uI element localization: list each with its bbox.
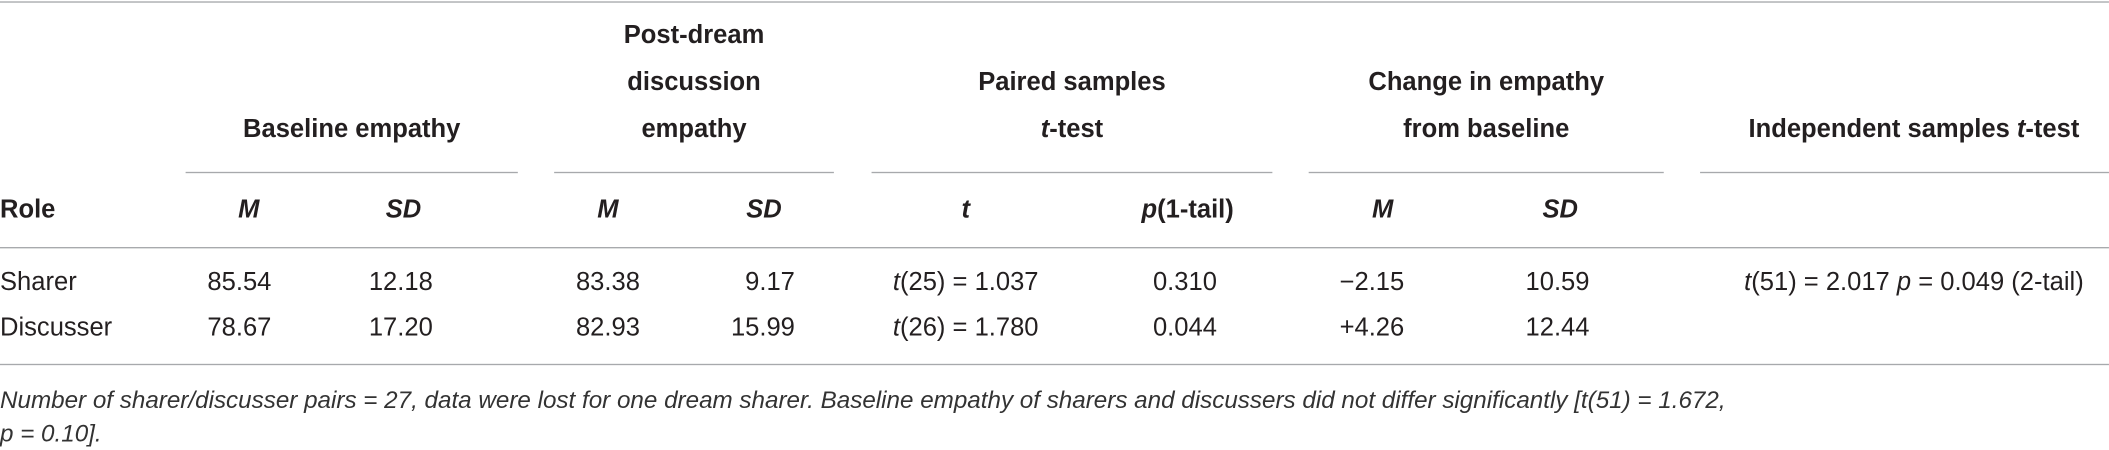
text-segment: from baseline — [1403, 115, 1570, 144]
table-cell: Sharer — [0, 267, 77, 299]
column-header: p(1-tail) — [1141, 195, 1233, 227]
group-header: Paired samples — [978, 67, 1166, 99]
column-header: M — [597, 195, 618, 227]
table-cell: +4.26 — [1340, 313, 1405, 345]
text-segment: (25) = 1.037 — [899, 268, 1039, 297]
table-cell: 0.310 — [1153, 267, 1217, 299]
column-header: SD — [386, 195, 422, 227]
italic-segment: p — [1896, 268, 1912, 297]
column-header: t — [961, 195, 970, 227]
table-cell: 0.044 — [1153, 313, 1217, 345]
table-cell: 15.99 — [731, 313, 795, 345]
text-segment: 83.38 — [575, 268, 640, 297]
group-header: Post-dream — [624, 20, 765, 52]
text-segment: 17.20 — [368, 314, 433, 343]
text-segment: Change in empathy — [1368, 68, 1605, 97]
group-header: Change in empathy — [1368, 67, 1604, 99]
italic-segment: M — [1372, 196, 1394, 225]
text-segment: Paired samples — [978, 68, 1166, 97]
italic-segment: SD — [1542, 196, 1578, 225]
rule — [1700, 171, 2109, 174]
footnote: Number of sharer/discusser pairs = 27, d… — [0, 386, 1726, 414]
table-cell: 83.38 — [576, 267, 640, 299]
table-cell: 12.44 — [1526, 313, 1590, 345]
text-segment: discussion — [627, 68, 761, 97]
rule — [0, 1, 2109, 3]
italic-segment: p — [1141, 196, 1158, 225]
table-cell: 12.18 — [369, 267, 433, 299]
italic-segment: SD — [746, 196, 782, 225]
column-header: Role — [0, 195, 55, 227]
text-segment: (51) = 2.017 — [1751, 268, 1897, 297]
text-segment: = 0.049 (2-tail) — [1911, 268, 2084, 297]
table-cell: t(25) = 1.037 — [893, 267, 1039, 299]
text-segment: 9.17 — [745, 268, 795, 297]
footnote: p = 0.10]. — [0, 420, 102, 448]
group-header: from baseline — [1403, 114, 1569, 146]
text-segment: Baseline empathy — [243, 115, 461, 144]
text-segment: (26) = 1.780 — [899, 314, 1039, 343]
italic-segment: t — [892, 314, 900, 343]
table-cell: Discusser — [0, 313, 112, 345]
column-header: SD — [746, 195, 782, 227]
rule — [1308, 171, 1664, 174]
table-cell: 10.59 — [1526, 267, 1590, 299]
italic-segment: t — [961, 196, 970, 225]
table-cell: 78.67 — [207, 313, 271, 345]
column-header: SD — [1542, 195, 1578, 227]
group-header: Independent samples t-test — [1749, 114, 2080, 146]
group-header: t-test — [1041, 114, 1103, 146]
text-segment: Independent samples — [1748, 115, 2017, 144]
column-header: M — [238, 195, 259, 227]
table-cell: −2.15 — [1340, 267, 1405, 299]
text-segment: −2.15 — [1339, 268, 1405, 297]
text-segment: empathy — [641, 115, 747, 144]
text-segment: (1-tail) — [1157, 196, 1234, 225]
table-cell: 85.54 — [207, 267, 271, 299]
text-segment: 12.18 — [368, 268, 433, 297]
rule — [0, 363, 2109, 366]
table-cell: 9.17 — [745, 267, 795, 299]
text-segment: 15.99 — [730, 314, 795, 343]
group-header: discussion — [627, 67, 760, 99]
italic-segment: M — [597, 196, 619, 225]
text-segment: Role — [0, 196, 56, 225]
text-segment: -test — [1049, 115, 1104, 144]
rule — [554, 171, 834, 174]
italic-segment: SD — [385, 196, 422, 225]
text-segment: Sharer — [0, 268, 77, 297]
text-segment: Discusser — [0, 314, 113, 343]
text-segment: 82.93 — [575, 314, 640, 343]
column-header: M — [1372, 195, 1393, 227]
text-segment: 0.044 — [1152, 314, 1217, 343]
group-header: Baseline empathy — [243, 114, 460, 146]
italic-segment: t — [1744, 268, 1752, 297]
italic-segment: t — [1040, 115, 1050, 144]
text-segment: -test — [2025, 115, 2080, 144]
group-header: empathy — [641, 114, 746, 146]
italic-segment: t — [892, 268, 900, 297]
text-segment: Post-dream — [623, 21, 765, 50]
italic-segment: t — [2016, 115, 2026, 144]
table-cell: t(26) = 1.780 — [893, 313, 1039, 345]
table-cell: t(51) = 2.017 p = 0.049 (2-tail) — [1744, 267, 2084, 299]
italic-segment: M — [238, 196, 260, 225]
rule — [185, 171, 518, 174]
text-segment: 12.44 — [1525, 314, 1590, 343]
rule — [0, 247, 2109, 249]
text-segment: 0.310 — [1152, 268, 1217, 297]
text-segment: +4.26 — [1339, 314, 1405, 343]
text-segment: 10.59 — [1525, 268, 1590, 297]
table-cell: 82.93 — [576, 313, 640, 345]
text-segment: 78.67 — [207, 314, 272, 343]
text-segment: 85.54 — [207, 268, 272, 297]
rule — [871, 171, 1273, 174]
table-cell: 17.20 — [369, 313, 433, 345]
